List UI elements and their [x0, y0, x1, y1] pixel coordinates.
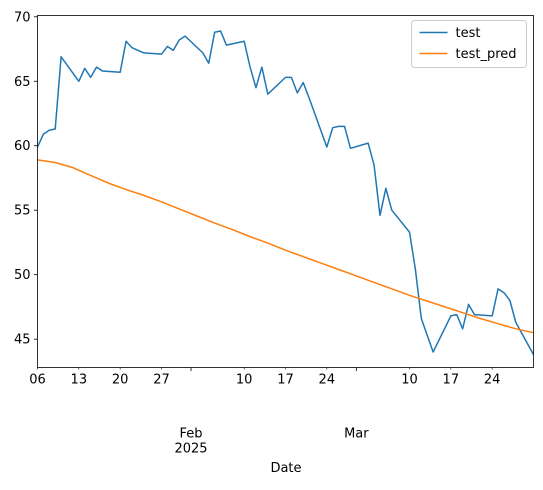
x-tick-label: 10	[236, 373, 253, 388]
x-tick-label: 27	[153, 373, 170, 388]
x-axis-label: Date	[270, 461, 301, 476]
x-tick-label: 17	[277, 373, 294, 388]
x-year-label: 2025	[174, 442, 207, 457]
legend: test test_pred	[411, 20, 527, 68]
legend-label-test_pred: test_pred	[456, 47, 517, 62]
x-tick-label: 24	[484, 373, 501, 388]
plot-frame	[37, 15, 534, 368]
x-tick-label: 10	[401, 373, 418, 388]
x-tick-label: 13	[71, 373, 88, 388]
series-line-test_pred	[37, 159, 534, 334]
x-tick-label: 06	[29, 373, 46, 388]
series-line-test	[36, 30, 535, 355]
x-month-label: Feb	[180, 427, 203, 442]
y-tick-label: 65	[14, 75, 31, 90]
y-tick-label: 50	[14, 268, 31, 283]
y-tick-label: 45	[14, 333, 31, 348]
y-tick-label: 60	[14, 139, 31, 154]
series-layer	[36, 30, 535, 355]
x-tick-label: 20	[112, 373, 129, 388]
y-tick-label: 55	[14, 204, 31, 219]
legend-label-test: test	[456, 26, 481, 41]
x-tick-label: 17	[443, 373, 460, 388]
x-month-label: Mar	[344, 427, 369, 442]
y-tick-label: 70	[14, 10, 31, 25]
x-tick-label: 24	[319, 373, 336, 388]
